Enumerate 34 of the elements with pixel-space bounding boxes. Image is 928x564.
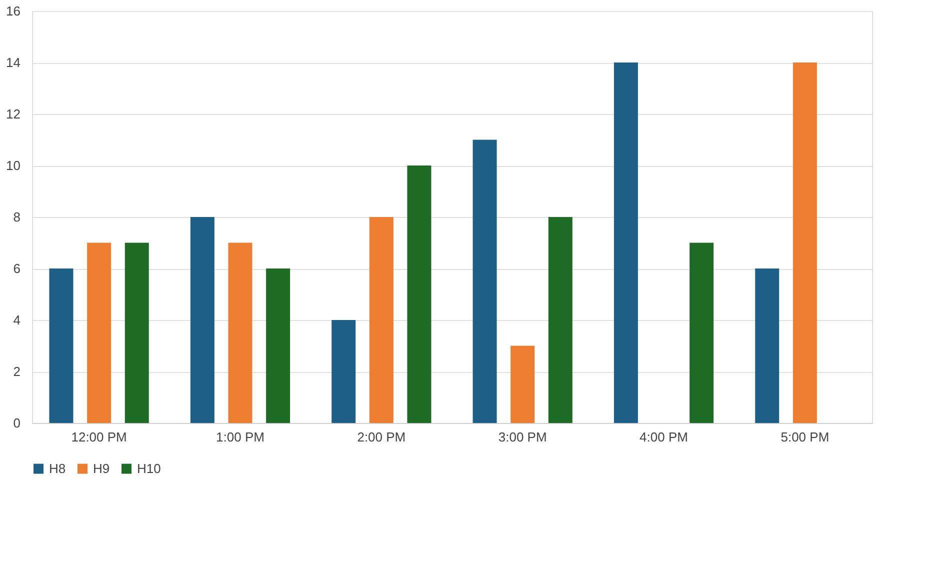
legend-label: H8 bbox=[49, 460, 66, 476]
y-tick-label: 12 bbox=[6, 106, 20, 122]
bar bbox=[266, 268, 290, 423]
y-tick-label: 0 bbox=[13, 416, 20, 430]
y-tick-label: 14 bbox=[6, 55, 20, 70]
x-tick-label: 5:00 PM bbox=[780, 430, 830, 444]
bar bbox=[690, 242, 714, 423]
y-tick-label: 2 bbox=[13, 364, 20, 379]
x-tick-label: 3:00 PM bbox=[498, 430, 547, 444]
bar bbox=[614, 62, 638, 423]
bar bbox=[190, 217, 214, 423]
y-tick-label: 4 bbox=[13, 312, 20, 328]
x-tick-label: 4:00 PM bbox=[640, 430, 688, 444]
bar bbox=[228, 242, 252, 423]
x-tick-label: 12:00 PM bbox=[71, 430, 127, 444]
bar bbox=[510, 346, 535, 423]
bar bbox=[548, 217, 572, 423]
x-tick-label: 2:00 PM bbox=[357, 430, 406, 444]
bar bbox=[87, 242, 112, 423]
legend-label: H10 bbox=[137, 460, 161, 476]
x-tick-label: 1:00 PM bbox=[216, 430, 264, 444]
y-tick-label: 8 bbox=[13, 210, 20, 224]
y-tick-label: 16 bbox=[6, 4, 20, 18]
bar bbox=[332, 320, 356, 423]
legend-label: H9 bbox=[93, 460, 110, 476]
bar bbox=[124, 242, 149, 423]
bar bbox=[472, 140, 497, 423]
bar bbox=[49, 268, 74, 423]
y-tick-label: 6 bbox=[13, 261, 20, 276]
bar bbox=[369, 217, 394, 423]
bar bbox=[792, 62, 817, 423]
bar bbox=[755, 268, 780, 423]
bar bbox=[407, 166, 432, 423]
y-tick-label: 10 bbox=[6, 158, 20, 173]
